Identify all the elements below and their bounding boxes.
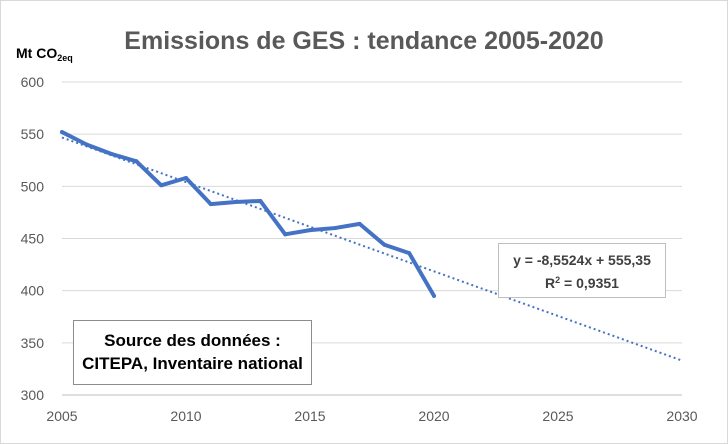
data-point-2010 xyxy=(184,175,188,180)
data-point-2005 xyxy=(60,130,64,135)
y-axis-unit-sub: 2eq xyxy=(57,53,73,63)
data-point-2020 xyxy=(432,293,436,298)
y-tick-label-600: 600 xyxy=(21,74,45,90)
data-point-2006 xyxy=(84,142,89,147)
data-point-2008 xyxy=(134,159,139,164)
x-tick-label-2015: 2015 xyxy=(294,408,325,424)
trendline-equation-box: y = -8,5524x + 555,35 R2 = 0,9351 xyxy=(498,243,666,298)
y-axis-unit-main: Mt CO xyxy=(16,45,58,61)
source-line-2: CITEPA, Inventaire national xyxy=(82,354,303,373)
x-tick-label-2010: 2010 xyxy=(170,408,201,424)
y-tick-label-450: 450 xyxy=(21,231,45,247)
y-axis-unit-label: Mt CO2eq xyxy=(16,45,73,63)
data-point-2013 xyxy=(258,198,263,203)
data-point-2012 xyxy=(233,199,238,204)
data-point-2017 xyxy=(357,221,362,226)
data-point-2014 xyxy=(283,232,288,237)
r2-value: = 0,9351 xyxy=(560,275,619,291)
r2-superscript: 2 xyxy=(555,275,561,285)
data-point-2015 xyxy=(308,228,312,233)
x-tick-label-2005: 2005 xyxy=(46,408,77,424)
x-tick-label-2020: 2020 xyxy=(418,408,449,424)
y-tick-label-350: 350 xyxy=(21,335,45,351)
data-point-2011 xyxy=(208,202,213,207)
trendline-equation: y = -8,5524x + 555,35 xyxy=(513,252,651,268)
data-point-2007 xyxy=(109,151,114,156)
trendline-r2: R2 = 0,9351 xyxy=(499,270,665,293)
y-tick-label-550: 550 xyxy=(21,126,45,142)
y-tick-label-300: 300 xyxy=(21,387,45,403)
source-line-1: Source des données : xyxy=(104,331,281,350)
y-tick-label-400: 400 xyxy=(21,283,45,299)
x-tick-label-2025: 2025 xyxy=(542,408,573,424)
data-point-2019 xyxy=(407,251,412,256)
data-point-2016 xyxy=(332,226,337,231)
series-line-emissions xyxy=(60,130,436,298)
source-annotation: Source des données : CITEPA, Inventaire … xyxy=(73,320,312,385)
x-tick-label-2030: 2030 xyxy=(666,408,697,424)
chart-title: Emissions de GES : tendance 2005-2020 xyxy=(124,27,604,55)
y-tick-label-500: 500 xyxy=(21,178,45,194)
data-point-2018 xyxy=(382,242,387,247)
r2-label: R xyxy=(545,275,556,291)
data-point-2009 xyxy=(159,183,164,188)
